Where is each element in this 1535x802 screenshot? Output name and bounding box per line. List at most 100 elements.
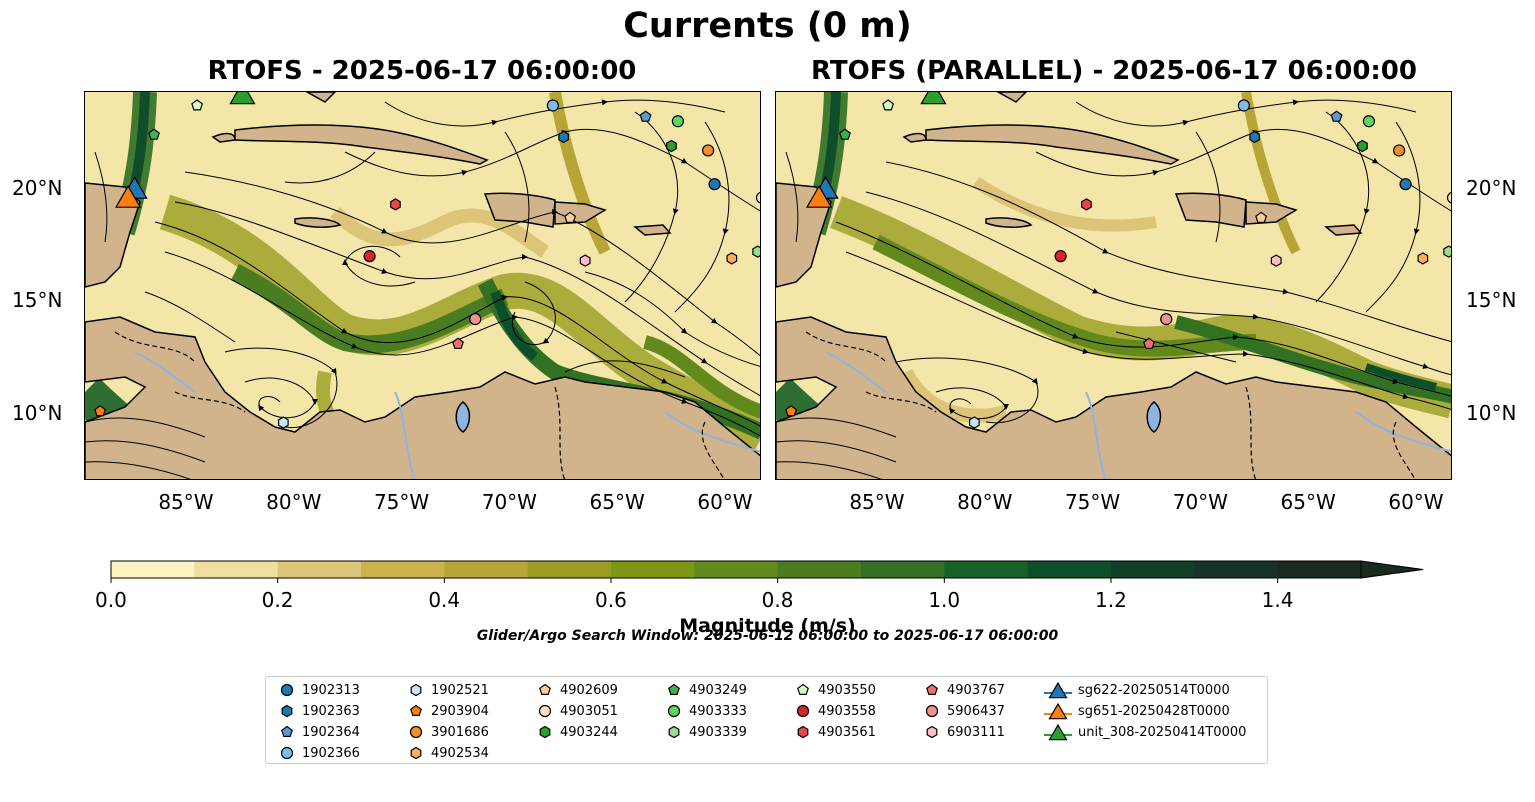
colorbar-tick-label: 0.6 [595,588,627,612]
legend-marker-hexagon-icon [281,704,293,718]
legend-entry: 1902366 [278,744,360,762]
legend-label: 4902609 [560,682,618,698]
legend-label: 4903550 [818,682,876,698]
legend-marker-hexagon-icon [410,683,422,697]
lon-tick-label: 75°W [1064,490,1121,514]
legend-label: 4903249 [689,682,747,698]
colorbar-tick-label: 0.8 [761,588,794,612]
legend-label: 1902521 [431,682,489,698]
legend-marker-pentagon-icon [410,704,422,716]
colorbar-bins [110,560,1362,579]
colorbar-extend-arrow [1360,560,1424,579]
colorbar-bin [1277,561,1362,578]
colorbar-bin [361,561,445,578]
legend-marker-triangle-icon [1044,723,1072,741]
colorbar-bin [1194,561,1279,578]
right-panel-title: RTOFS (PARALLEL) - 2025-06-17 06:00:00 [811,56,1417,86]
lat-tick-label: 20°N [12,175,63,200]
search-window-note: Glider/Argo Search Window: 2025-06-12 06… [476,628,1059,644]
legend-label: 1902363 [302,703,360,719]
float-marker-1902521 [278,416,289,429]
colorbar-tick-label: 0.2 [261,588,294,612]
lat-tick-label: 15°N [1466,288,1517,313]
lon-tick-label: 65°W [1280,490,1336,514]
colorbar-bin [861,561,945,578]
lon-tick-label: 85°W [158,490,214,514]
left-panel-title: RTOFS - 2025-06-17 06:00:00 [207,56,637,86]
float-marker-sg651-20250428T0000 [114,184,142,208]
legend: 1902313 1902363 1902364 1902366 1902521 29039… [265,676,1268,764]
left-map-panel [84,91,761,480]
colorbar-tick-label: 1.4 [1261,588,1294,612]
colorbar-bin [444,561,529,578]
float-marker-4903558 [1054,250,1067,263]
legend-label: 4902534 [431,745,489,761]
float-marker-1902521 [969,416,980,429]
float-marker-4903249 [839,128,851,140]
float-marker-1902363 [558,130,569,144]
float-marker-6903111 [579,254,591,267]
legend-entry: 4902534 [407,744,489,762]
float-marker-4903333 [671,115,685,128]
legend-marker-hexagon-icon [539,725,551,739]
colorbar-tick-label: 1.0 [928,588,961,612]
legend-entry: 5906437 [923,702,1005,720]
lon-tick-label: 70°W [481,490,537,514]
legend-entry: 1902521 [407,681,489,699]
float-marker-4903051 [755,191,760,204]
legend-entry: sg651-20250428T0000 [1044,702,1230,720]
lon-tick-label: 70°W [1172,490,1228,514]
lake-maracaibo [455,401,471,433]
colorbar-tick-label: 0.4 [428,588,461,612]
legend-entry: 4903550 [794,681,876,699]
float-marker-sg651-20250428T0000 [805,184,833,208]
legend-entry: 4903767 [923,681,1005,699]
legend-marker-pentagon-icon [539,683,551,695]
float-marker-5906437 [469,313,482,326]
legend-marker-circle-icon [409,725,423,739]
legend-label: 4903339 [689,724,747,740]
colorbar-tick-label: 0.0 [95,588,127,612]
lat-tick-label: 10°N [12,400,63,425]
float-marker-4903339 [752,245,760,258]
float-marker-1902364 [1330,110,1343,122]
legend-label: 1902366 [302,745,360,761]
legend-entry: 6903111 [923,723,1005,741]
colorbar-bin [944,561,1029,578]
lon-tick-label: 85°W [849,490,905,514]
legend-label: 5906437 [947,703,1005,719]
legend-entry: 2903904 [407,702,489,720]
colorbar-bin [1111,561,1195,578]
colorbar-label: Magnitude (m/s) [679,615,856,637]
lon-tick-label: 80°W [266,490,322,514]
legend-entry: 4903561 [794,723,876,741]
colorbar-bin [777,561,862,578]
float-marker-1902366 [546,99,559,112]
legend-entry: 4903249 [665,681,747,699]
float-marker-4903051 [1446,191,1451,204]
colorbar-bin [611,561,695,578]
float-marker-4903561 [390,198,401,211]
float-marker-4902534 [1417,252,1429,265]
legend-marker-hexagon-icon [797,725,809,739]
legend-entry: sg622-20250514T0000 [1044,681,1230,699]
river [664,411,760,453]
figure-title: Currents (0 m) [623,6,912,46]
float-marker-3901686 [1392,144,1406,157]
legend-label: sg651-20250428T0000 [1078,703,1230,719]
colorbar-bin [527,561,612,578]
float-markers-left [94,92,760,429]
float-marker-1902313 [1399,178,1412,191]
legend-entry: 4903339 [665,723,747,741]
left-map-canvas [85,92,760,479]
float-marker-4903767 [1143,337,1155,349]
colorbar-bin [694,561,779,578]
float-marker-2903904 [94,405,107,417]
legend-marker-hexagon-icon [926,725,938,739]
float-marker-4903561 [1081,198,1092,211]
current-streamlines [85,99,760,479]
legend-marker-circle-icon [796,704,810,718]
legend-marker-pentagon-icon [281,725,293,737]
lat-tick-label: 20°N [1466,175,1517,200]
lon-tick-label: 65°W [589,490,645,514]
